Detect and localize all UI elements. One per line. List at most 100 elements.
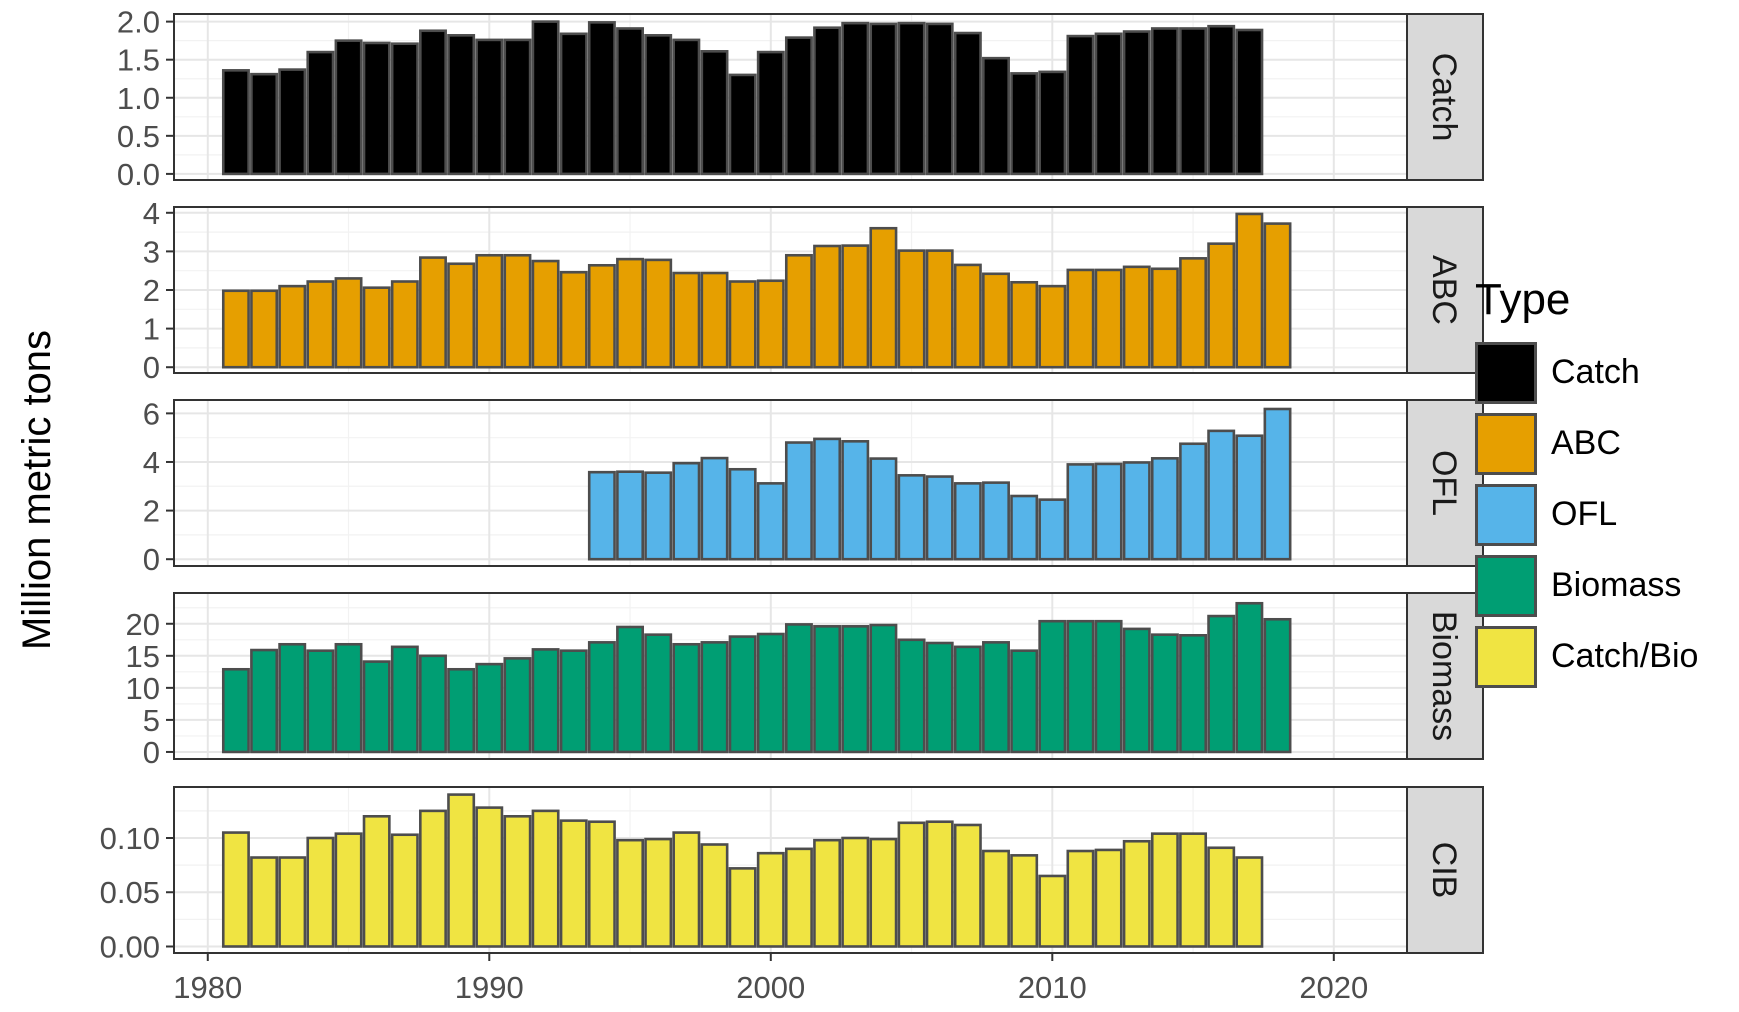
bar-biomass-2004: [869, 623, 898, 754]
bar-abc-1990: [475, 253, 504, 369]
bar-catch-1998: [700, 50, 729, 176]
bar-abc-1983: [278, 284, 307, 369]
bar-cib-2013: [1122, 839, 1151, 948]
bar-biomass-1995: [616, 625, 645, 754]
bar-biomass-1985: [334, 642, 363, 754]
bar-catch-2004: [869, 22, 898, 176]
y-tick-label: 0: [143, 350, 160, 385]
bar-biomass-1982: [250, 648, 279, 754]
bar-cib-1988: [419, 809, 447, 948]
bar-abc-2002: [813, 244, 842, 369]
y-tick-label: 10: [126, 671, 160, 706]
bar-abc-1998: [700, 271, 729, 369]
y-tick-label: 2: [143, 273, 160, 308]
bar-catch-2017: [1235, 28, 1264, 176]
bar-cib-2009: [1010, 854, 1039, 948]
bar-ofl-2004: [869, 457, 898, 561]
y-tick-label: 1.0: [117, 81, 160, 116]
bar-cib-2010: [1038, 874, 1067, 948]
bar-cib-2002: [813, 838, 842, 948]
bar-biomass-1989: [447, 667, 476, 754]
facet-strip-label: Biomass: [1425, 611, 1463, 741]
bar-catch-1992: [531, 20, 560, 176]
bar-biomass-1987: [390, 645, 419, 754]
bar-biomass-2001: [784, 623, 813, 754]
y-tick-label: 15: [126, 639, 160, 674]
bar-catch-2015: [1179, 27, 1208, 176]
legend-swatch: [1475, 412, 1537, 475]
y-tick-label: 0.05: [100, 875, 160, 910]
bar-abc-1982: [250, 289, 279, 369]
legend-label: ABC: [1551, 424, 1621, 462]
facet-strip-label: CIB: [1425, 842, 1463, 899]
bar-cib-2012: [1094, 848, 1123, 948]
bar-cib-2014: [1150, 832, 1179, 948]
bar-cib-2011: [1066, 849, 1095, 948]
bar-cib-1993: [559, 819, 588, 948]
bar-ofl-2003: [841, 440, 870, 561]
legend-label: OFL: [1551, 495, 1618, 533]
bar-biomass-1983: [278, 642, 307, 754]
bar-abc-2018: [1263, 222, 1292, 369]
bar-ofl-2015: [1179, 442, 1208, 561]
bar-catch-2012: [1094, 32, 1123, 176]
bar-biomass-2015: [1179, 634, 1208, 754]
bar-ofl-2014: [1150, 457, 1179, 561]
bar-cib-1997: [672, 831, 701, 948]
bar-catch-2008: [982, 56, 1010, 176]
bar-catch-1988: [419, 29, 447, 176]
bar-ofl-2017: [1235, 434, 1264, 561]
bar-abc-1993: [559, 270, 588, 369]
bar-abc-1999: [728, 280, 757, 369]
bar-abc-1992: [531, 259, 560, 369]
bar-abc-1991: [503, 253, 532, 369]
legend-swatch: [1475, 483, 1537, 546]
bar-catch-1991: [503, 38, 532, 176]
legend-swatch: [1475, 625, 1537, 688]
bar-abc-1988: [419, 256, 447, 369]
bar-cib-1999: [728, 867, 757, 948]
bar-catch-1983: [278, 68, 307, 176]
bar-abc-2016: [1207, 242, 1236, 369]
y-tick-label: 0: [143, 542, 160, 577]
bar-catch-1993: [559, 32, 588, 176]
bar-cib-1995: [616, 838, 645, 948]
bar-cib-1983: [278, 856, 307, 948]
y-tick-label: 0.00: [100, 929, 160, 964]
x-tick-label: 2000: [736, 970, 805, 1005]
bar-ofl-2010: [1038, 498, 1067, 561]
bar-cib-2003: [841, 836, 870, 948]
facet-strip-label: ABC: [1425, 255, 1463, 325]
bar-ofl-2012: [1094, 462, 1123, 561]
bar-abc-2006: [925, 249, 954, 369]
bar-abc-2010: [1038, 284, 1067, 369]
bar-catch-1994: [587, 21, 616, 176]
bar-ofl-1998: [700, 456, 729, 561]
bar-catch-2011: [1066, 34, 1095, 176]
y-tick-label: 0: [143, 735, 160, 770]
bar-ofl-2001: [784, 441, 813, 561]
y-tick-label: 0.0: [117, 157, 160, 192]
bar-ofl-1996: [644, 471, 673, 561]
bar-abc-2004: [869, 226, 898, 369]
bar-biomass-2013: [1122, 627, 1151, 754]
facet-strip: [1406, 786, 1484, 954]
x-tick-label: 2020: [1299, 970, 1368, 1005]
bar-catch-2007: [953, 31, 982, 176]
bar-cib-1986: [362, 814, 391, 948]
bar-catch-1985: [334, 39, 363, 176]
legend-swatch: [1475, 341, 1537, 404]
bar-cib-1987: [390, 833, 419, 948]
bar-abc-2001: [784, 253, 813, 369]
bar-abc-1981: [221, 289, 250, 369]
bar-cib-1998: [700, 843, 729, 948]
bar-biomass-1991: [503, 657, 532, 754]
bar-ofl-2006: [925, 475, 954, 561]
bar-ofl-2000: [756, 482, 785, 561]
panel-ofl: OFL 0 2 4 6: [143, 396, 1484, 577]
bar-abc-2015: [1179, 257, 1208, 369]
bar-biomass-2005: [897, 638, 926, 754]
legend-item-ofl: OFL: [1475, 479, 1698, 550]
bar-cib-1990: [475, 806, 504, 948]
bar-abc-1989: [447, 262, 476, 369]
